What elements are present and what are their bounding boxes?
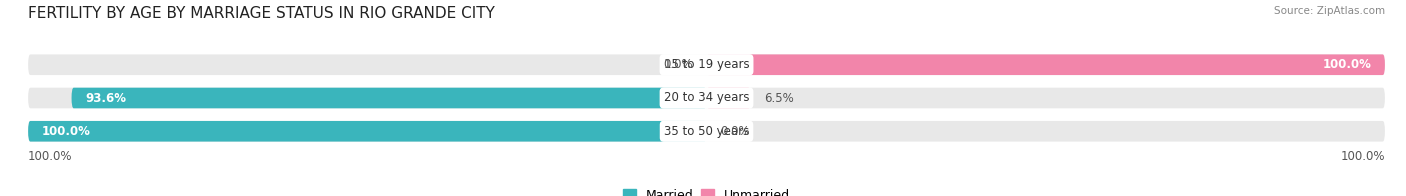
Text: Source: ZipAtlas.com: Source: ZipAtlas.com (1274, 6, 1385, 16)
Text: 0.0%: 0.0% (664, 58, 693, 71)
Text: 35 to 50 years: 35 to 50 years (664, 125, 749, 138)
Text: FERTILITY BY AGE BY MARRIAGE STATUS IN RIO GRANDE CITY: FERTILITY BY AGE BY MARRIAGE STATUS IN R… (28, 6, 495, 21)
Legend: Married, Unmarried: Married, Unmarried (619, 184, 794, 196)
FancyBboxPatch shape (72, 88, 707, 108)
Text: 0.0%: 0.0% (720, 125, 749, 138)
FancyBboxPatch shape (28, 121, 707, 142)
Text: 100.0%: 100.0% (1323, 58, 1371, 71)
FancyBboxPatch shape (28, 121, 1385, 142)
FancyBboxPatch shape (707, 88, 751, 108)
Text: 20 to 34 years: 20 to 34 years (664, 92, 749, 104)
Text: 100.0%: 100.0% (28, 150, 73, 163)
Text: 100.0%: 100.0% (1340, 150, 1385, 163)
Text: 6.5%: 6.5% (765, 92, 794, 104)
FancyBboxPatch shape (707, 54, 1385, 75)
FancyBboxPatch shape (28, 88, 1385, 108)
Text: 15 to 19 years: 15 to 19 years (664, 58, 749, 71)
Text: 93.6%: 93.6% (86, 92, 127, 104)
Text: 100.0%: 100.0% (42, 125, 90, 138)
FancyBboxPatch shape (28, 54, 1385, 75)
